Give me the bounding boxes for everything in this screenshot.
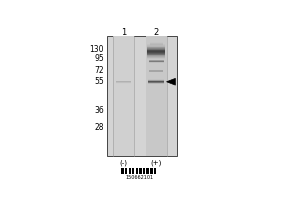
- Bar: [147, 58, 165, 59]
- Bar: [132, 168, 134, 174]
- Bar: [148, 82, 164, 83]
- Text: 28: 28: [94, 123, 104, 132]
- Bar: [147, 47, 165, 48]
- Bar: [147, 45, 165, 46]
- Text: 55: 55: [94, 77, 104, 86]
- Bar: [147, 50, 165, 51]
- Bar: [147, 56, 165, 57]
- Bar: [147, 46, 165, 47]
- Bar: [136, 168, 138, 174]
- Bar: [121, 168, 124, 174]
- Bar: [147, 53, 165, 54]
- Bar: [146, 36, 167, 156]
- Bar: [154, 168, 156, 174]
- Text: (-): (-): [119, 159, 128, 166]
- Bar: [150, 168, 153, 174]
- Bar: [148, 81, 164, 82]
- Bar: [139, 168, 142, 174]
- Polygon shape: [167, 78, 176, 85]
- Bar: [148, 79, 164, 80]
- Bar: [147, 48, 165, 49]
- Text: 2: 2: [153, 28, 159, 37]
- Bar: [147, 51, 165, 52]
- Bar: [129, 168, 131, 174]
- Bar: [147, 55, 165, 56]
- Bar: [143, 168, 145, 174]
- Bar: [147, 49, 165, 50]
- Bar: [148, 80, 164, 81]
- Bar: [125, 168, 127, 174]
- Bar: [147, 54, 165, 55]
- Text: 72: 72: [94, 66, 104, 75]
- Text: 36: 36: [94, 106, 104, 115]
- Bar: [107, 36, 177, 156]
- Text: 150662101: 150662101: [126, 175, 154, 180]
- Text: 1: 1: [121, 28, 126, 37]
- Bar: [148, 83, 164, 84]
- Bar: [147, 52, 165, 53]
- Bar: [147, 44, 165, 45]
- Bar: [146, 168, 149, 174]
- Bar: [147, 57, 165, 58]
- Text: 130: 130: [89, 45, 104, 54]
- Text: (+): (+): [150, 159, 162, 166]
- Text: 95: 95: [94, 54, 104, 63]
- Bar: [113, 36, 134, 156]
